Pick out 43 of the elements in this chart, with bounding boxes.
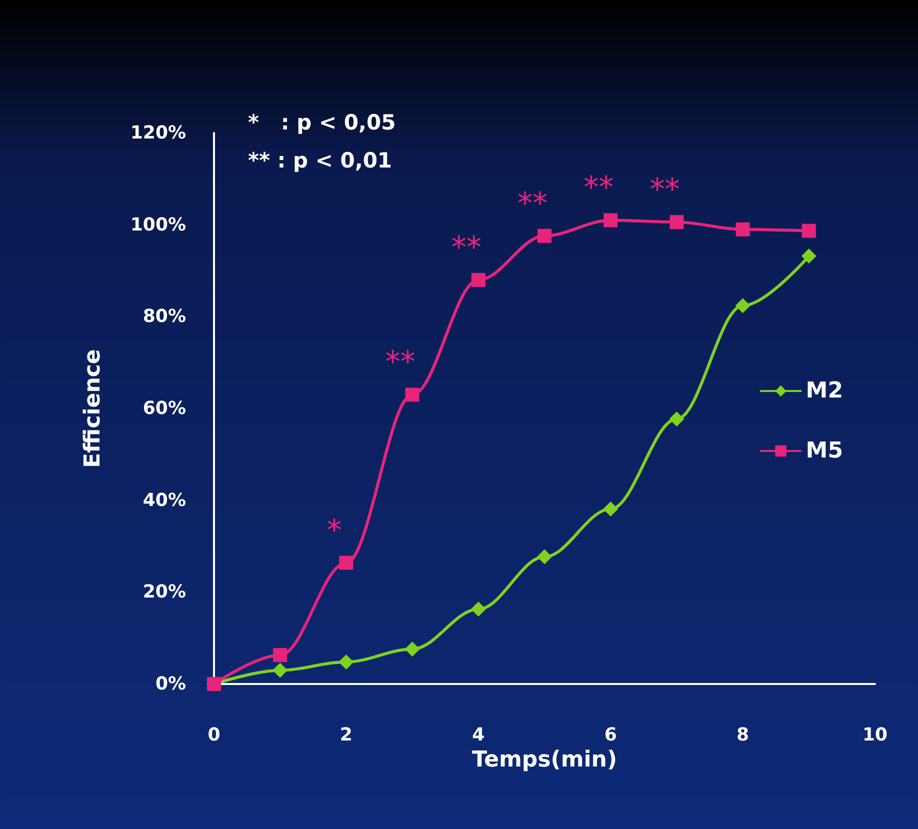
annotation: **	[650, 172, 680, 208]
y-tick-label: 0%	[155, 674, 186, 694]
x-tick-label: 0	[208, 724, 220, 746]
y-axis-title: Efficience	[80, 349, 106, 468]
point	[603, 502, 618, 517]
y-tick-label: 40%	[142, 490, 186, 511]
point	[801, 248, 816, 264]
annotation: **	[451, 230, 482, 266]
point	[404, 642, 420, 657]
point	[538, 228, 552, 243]
x-tick-label: 10	[862, 724, 888, 746]
y-tick-label: 20%	[142, 582, 186, 603]
annotation: ** : p < 0,01	[248, 148, 392, 172]
point	[604, 213, 618, 228]
point	[405, 388, 420, 402]
point	[470, 602, 486, 617]
y-tick-label: 100%	[130, 214, 186, 236]
annotation: **	[584, 170, 614, 206]
y-tick-label: 60%	[142, 398, 186, 419]
point	[338, 654, 354, 670]
point	[339, 556, 354, 570]
x-tick-label: 4	[472, 724, 485, 746]
y-tick-label: 80%	[142, 306, 186, 328]
point	[537, 549, 552, 564]
x-axis-title: Temps(min)	[472, 747, 618, 772]
point	[736, 222, 750, 236]
point	[471, 272, 486, 287]
x-tick-label: 2	[340, 724, 352, 746]
annotation: **	[518, 186, 548, 222]
annotation: * : p < 0,05	[248, 110, 396, 134]
legend-label: M2	[806, 378, 844, 404]
legend-label: M5	[806, 438, 844, 464]
point	[273, 648, 288, 662]
point	[670, 215, 684, 230]
point	[802, 224, 816, 238]
point	[735, 298, 750, 314]
annotation: *	[326, 513, 342, 548]
x-tick-label: 6	[604, 724, 617, 746]
annotation: **	[385, 345, 416, 380]
point	[669, 412, 684, 427]
y-tick-label: 120%	[130, 122, 186, 144]
x-tick-label: 8	[736, 724, 750, 746]
point	[272, 662, 288, 678]
